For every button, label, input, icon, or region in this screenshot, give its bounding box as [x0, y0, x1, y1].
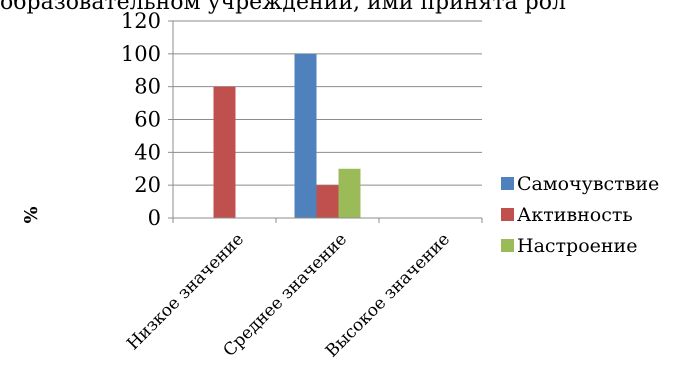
bars — [213, 53, 361, 219]
legend-swatch — [501, 239, 514, 252]
bar — [316, 185, 339, 218]
y-axis-label: % — [21, 206, 42, 223]
legend: Самочувствие Активность Настроение — [501, 173, 659, 257]
legend-swatch — [501, 177, 514, 190]
legend-swatch — [501, 208, 514, 221]
y-tick-label: 0 — [148, 206, 161, 230]
y-tick-label: 80 — [134, 75, 161, 99]
category-label: Низкое значение — [123, 229, 248, 354]
legend-label: Настроение — [517, 235, 637, 257]
bar — [213, 86, 236, 219]
legend-label: Самочувствие — [517, 173, 659, 195]
y-tick-label: 100 — [121, 42, 161, 66]
y-tick-labels: 0 20 40 60 80 100 120 — [121, 9, 161, 230]
axes — [168, 20, 483, 223]
y-tick-label: 20 — [134, 173, 161, 197]
legend-label: Активность — [517, 204, 633, 226]
bar — [294, 53, 317, 219]
bar — [338, 168, 361, 218]
y-tick-label: 120 — [121, 9, 161, 33]
cropped-text-line: образовательном учреждении, ими принята … — [0, 0, 566, 15]
y-tick-label: 40 — [134, 140, 161, 164]
y-tick-label: 60 — [134, 108, 161, 132]
